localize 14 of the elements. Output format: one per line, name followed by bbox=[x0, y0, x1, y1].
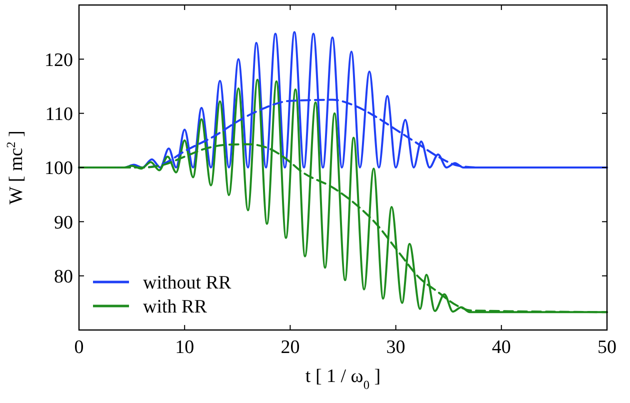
x-tick-label: 30 bbox=[386, 337, 406, 358]
x-tick-label: 20 bbox=[280, 337, 300, 358]
x-tick-label: 0 bbox=[74, 337, 84, 358]
x-axis-title: t [ 1 / ω$_{0}$ ] bbox=[305, 366, 381, 392]
y-tick-label: 120 bbox=[44, 50, 73, 71]
y-tick-label: 110 bbox=[45, 104, 73, 125]
y-tick-label: 80 bbox=[54, 266, 73, 288]
legend-label: with RR bbox=[143, 296, 208, 318]
x-tick-label: 40 bbox=[492, 337, 511, 358]
x-tick-label: 10 bbox=[175, 337, 194, 358]
x-tick-label: 50 bbox=[598, 337, 616, 358]
legend-label: without RR bbox=[143, 272, 232, 294]
y-tick-label: 100 bbox=[44, 158, 73, 180]
y-tick-label: 90 bbox=[54, 212, 73, 234]
